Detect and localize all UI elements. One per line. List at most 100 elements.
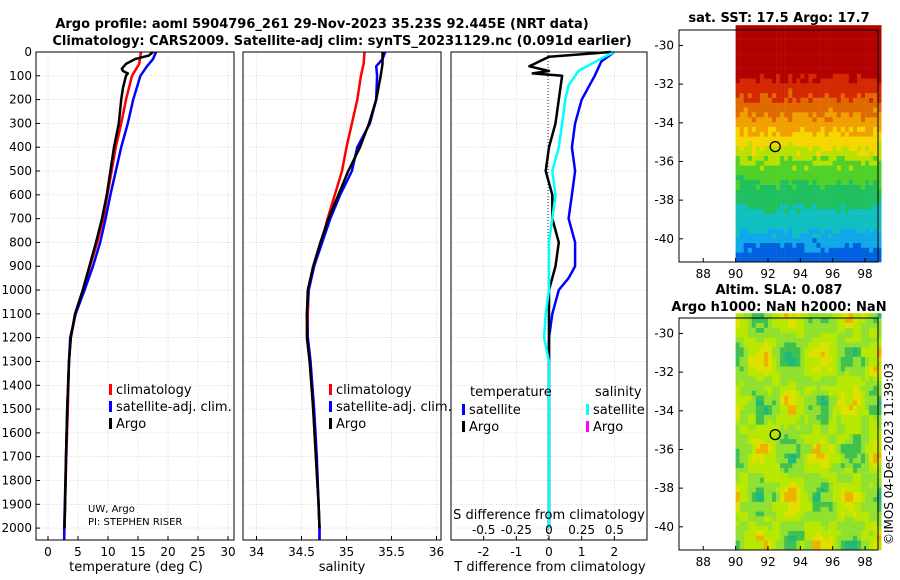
heatmap-cell [869,83,874,89]
heatmap-cell [824,136,829,142]
legend-swatch [462,404,465,415]
heatmap-cell [828,204,833,210]
x-tick-label: 36 [429,545,444,559]
heatmap-cell [836,126,841,132]
heatmap-cell [836,25,841,31]
heatmap-cell [865,228,870,234]
heatmap-cell [768,117,773,123]
heatmap-cell [800,83,805,89]
heatmap-cell [861,535,866,541]
heatmap-cell [788,511,793,517]
heatmap-cell [759,356,765,362]
heatmap-cell [865,136,870,142]
heatmap-cell [832,189,837,195]
heatmap-cell [877,448,882,454]
heatmap-cell [861,247,866,253]
heatmap-cell [861,511,866,517]
heatmap-cell [739,233,744,239]
heatmap-cell [877,252,882,258]
heatmap-cell [840,88,846,94]
heatmap-cell [772,208,777,214]
heatmap-cell [751,213,757,219]
heatmap-cell [751,112,757,118]
heatmap-cell [877,112,882,118]
heatmap-cell [869,92,874,98]
heatmap-cell [800,327,805,333]
heatmap-cell [792,395,797,401]
heatmap-cell [792,63,797,69]
heatmap-cell [792,257,797,263]
heatmap-cell [759,102,765,108]
heatmap-cell [788,160,793,166]
heatmap-cell [861,165,866,171]
heatmap-cell [873,501,878,507]
heatmap-cell [804,472,809,478]
heatmap-cell [832,540,837,546]
heatmap-cell [796,434,801,440]
heatmap-cell [772,150,777,156]
heatmap-cell [768,121,773,127]
heatmap-cell [865,351,870,357]
heatmap-cell [743,54,748,60]
heatmap-cell [857,189,862,195]
heatmap-cell [788,150,793,156]
heatmap-cell [735,107,740,113]
heatmap-cell [776,160,781,166]
heatmap-cell [873,453,878,459]
heatmap-cell [832,492,837,498]
heatmap-cell [796,380,801,386]
heatmap-cell [857,88,862,94]
heatmap-cell [735,521,740,527]
heatmap-cell [877,322,882,328]
heatmap-cell [840,117,846,123]
heatmap-cell [784,472,789,478]
heatmap-cell [828,131,833,137]
heatmap-cell [865,34,870,40]
heatmap-cell [832,223,837,229]
heatmap-cell [812,361,817,367]
heatmap-cell [796,516,801,522]
temperature-frame [35,51,235,541]
heatmap-cell [820,332,825,338]
heatmap-cell [848,59,854,65]
heatmap-cell [848,194,854,200]
heatmap-cell [735,242,740,248]
heatmap-cell [735,155,740,161]
heatmap-cell [759,463,765,469]
heatmap-cell [755,458,761,464]
heatmap-cell [877,208,882,214]
heatmap-cell [816,223,821,229]
heatmap-cell [755,170,761,176]
heatmap-cell [857,448,862,454]
heatmap-cell [784,448,789,454]
heatmap-cell [768,189,773,195]
heatmap-cell [852,482,858,488]
heatmap-cell [836,540,841,546]
heatmap-cell [812,414,817,420]
heatmap-cell [784,88,789,94]
heatmap-cell [877,487,882,493]
heatmap-cell [873,448,878,454]
heatmap-cell [852,160,858,166]
x-tick-label: 1 [578,545,586,559]
heatmap-cell [840,223,846,229]
heatmap-cell [780,228,785,234]
heatmap-cell [877,351,882,357]
heatmap-cell [877,419,882,425]
heatmap-cell [784,318,789,324]
heatmap-cell [848,405,854,411]
heatmap-cell [820,405,825,411]
heatmap-cell [743,458,748,464]
heatmap-cell [812,327,817,333]
heatmap-cell [743,318,748,324]
heatmap-cell [836,516,841,522]
heatmap-cell [857,342,862,348]
heatmap-cell [873,39,878,45]
heatmap-cell [739,525,744,531]
heatmap-cell [844,429,850,435]
heatmap-cell [865,511,870,517]
heatmap-cell [759,54,765,60]
heatmap-cell [877,136,882,142]
heatmap-cell [755,405,761,411]
sla-map-panel: Altim. SLA: 0.087 Argo h1000: NaN h2000:… [654,283,886,569]
